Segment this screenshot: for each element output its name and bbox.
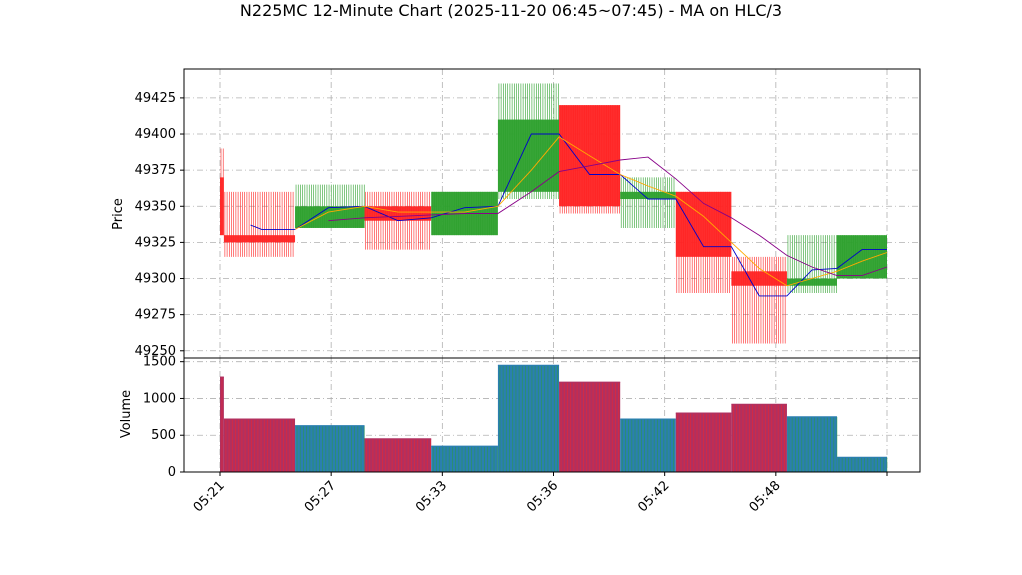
volume-bar: [220, 376, 224, 472]
price-panel: [184, 69, 920, 358]
volume-panel: [184, 358, 920, 473]
price-tick-label: 49425: [135, 91, 176, 106]
price-tick-label: 49250: [135, 344, 176, 359]
x-tick-label: 05:42: [635, 478, 672, 515]
volume-bar: [675, 412, 732, 472]
candle: [223, 191, 296, 257]
volume-bar: [786, 416, 838, 472]
volume-bar-fill: [431, 446, 498, 472]
volume-bar-fill: [836, 457, 887, 472]
volume-bar: [497, 364, 560, 472]
price-tick-label: 49325: [135, 235, 176, 250]
volume-bar: [223, 418, 296, 472]
volume-bar: [559, 381, 621, 472]
volume-bar-fill: [295, 425, 365, 472]
candle: [836, 235, 887, 279]
volume-bar-fill: [786, 416, 837, 472]
candle-body: [836, 235, 887, 279]
candle: [675, 191, 732, 293]
candle: [220, 148, 224, 236]
x-tick-label: 05:33: [413, 478, 450, 515]
price-tick-label: 49300: [135, 272, 176, 287]
candle-body: [786, 278, 837, 286]
volume-bar-fill: [364, 438, 432, 472]
price-tick-label: 49400: [135, 127, 176, 142]
candle-body: [497, 119, 560, 192]
volume-bar-fill: [223, 419, 296, 472]
x-tick-label: 05:36: [524, 478, 561, 515]
volume-bar: [364, 438, 432, 472]
volume-tick-label: 500: [151, 428, 176, 443]
ma-line-2: [294, 136, 888, 287]
volume-tick-label: 0: [168, 465, 176, 480]
x-tick-label: 05:27: [302, 478, 339, 515]
volume-bar: [836, 456, 888, 472]
volume-bar: [731, 403, 787, 472]
volume-bar: [295, 425, 365, 472]
candle: [786, 235, 837, 293]
candle: [620, 177, 676, 228]
x-tick-label: 05:21: [191, 478, 228, 515]
volume-tick-label: 1500: [143, 355, 176, 370]
candle: [731, 256, 787, 344]
candle-body: [220, 177, 224, 236]
volume-bar: [620, 418, 676, 472]
ma-line-3: [328, 156, 888, 277]
candle-body: [223, 235, 296, 243]
candle-body: [731, 271, 787, 286]
chart-title: N225MC 12-Minute Chart (2025-11-20 06:45…: [240, 1, 782, 20]
volume-tick-label: 1000: [143, 391, 176, 406]
price-tick-label: 49375: [135, 163, 176, 178]
candle: [559, 105, 621, 214]
volume-bar: [431, 445, 498, 472]
ma-line-1: [250, 133, 887, 297]
price-tick-label: 49350: [135, 199, 176, 214]
price-axis-label: Price: [111, 198, 126, 230]
volume-axis-label: Volume: [119, 390, 134, 438]
candle-body: [620, 191, 676, 200]
candle-body: [295, 206, 365, 228]
candle: [497, 83, 560, 200]
price-tick-label: 49275: [135, 308, 176, 323]
candle: [295, 184, 365, 228]
x-tick-label: 05:48: [747, 478, 784, 515]
volume-panel-frame: [183, 357, 921, 473]
